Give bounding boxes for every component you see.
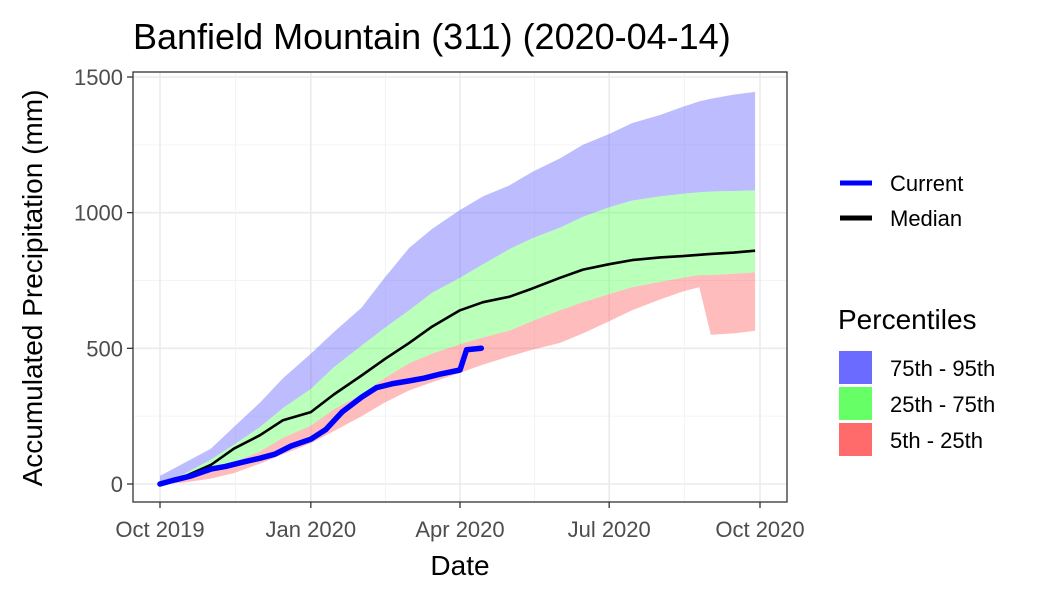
x-tick-label: Oct 2020 [715, 517, 804, 542]
legend-label-5-25: 5th - 25th [890, 428, 983, 453]
legend-key-75-95 [839, 351, 872, 384]
legend-label-75-95: 75th - 95th [890, 356, 995, 381]
series-lines [157, 249, 756, 487]
x-axis: Oct 2019 Jan 2020 Apr 2020 Jul 2020 Oct 2020 [115, 502, 805, 542]
legend-title-percentiles: Percentiles [838, 304, 977, 335]
y-tick-label: 500 [86, 336, 123, 361]
band-75-95 [160, 91, 756, 482]
series-median [159, 249, 756, 484]
legend-key-25-75 [839, 387, 872, 420]
legend-label-25-75: 25th - 75th [890, 392, 995, 417]
legend-label-current: Current [890, 171, 963, 196]
legend: Current Median Percentiles 75th - 95th 2… [838, 171, 995, 456]
y-axis-title: Accumulated Precipitation (mm) [17, 90, 48, 487]
legend-label-median: Median [890, 206, 962, 231]
y-tick-label: 1000 [74, 201, 123, 226]
x-axis-title: Date [430, 550, 489, 581]
x-tick-label: Jul 2020 [568, 517, 651, 542]
legend-key-5-25 [839, 423, 872, 456]
band-5-25 [160, 272, 756, 484]
x-tick-label: Oct 2019 [115, 517, 204, 542]
y-tick-label: 1500 [74, 65, 123, 90]
x-tick-label: Jan 2020 [266, 517, 357, 542]
y-tick-label: 0 [111, 472, 123, 497]
y-axis: 0 500 1000 1500 [74, 65, 133, 497]
grid-lines [133, 72, 787, 502]
series-current [157, 345, 485, 487]
x-tick-label: Apr 2020 [415, 517, 504, 542]
chart-title: Banfield Mountain (311) (2020-04-14) [133, 16, 731, 57]
